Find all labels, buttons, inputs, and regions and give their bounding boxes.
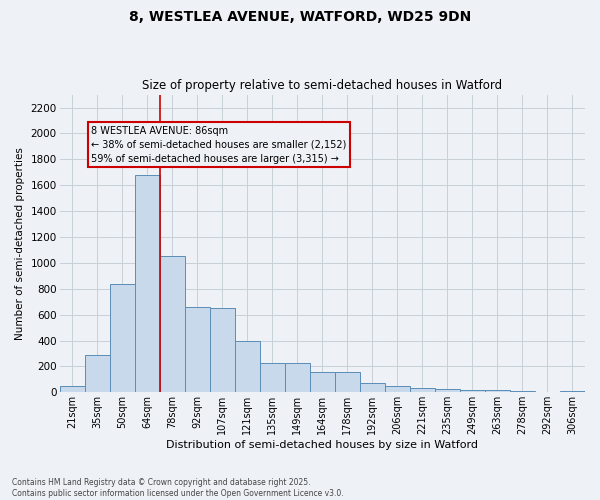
Bar: [235, 340, 260, 392]
Bar: [385, 386, 410, 392]
Bar: [110, 284, 134, 393]
Bar: [435, 389, 460, 392]
X-axis label: Distribution of semi-detached houses by size in Watford: Distribution of semi-detached houses by …: [166, 440, 478, 450]
Bar: [260, 362, 285, 392]
Bar: [85, 355, 110, 393]
Bar: [160, 256, 185, 392]
Bar: [335, 372, 360, 392]
Bar: [510, 391, 535, 392]
Bar: [185, 307, 210, 392]
Bar: [560, 391, 585, 392]
Bar: [134, 175, 160, 392]
Text: 8 WESTLEA AVENUE: 86sqm
← 38% of semi-detached houses are smaller (2,152)
59% of: 8 WESTLEA AVENUE: 86sqm ← 38% of semi-de…: [91, 126, 346, 164]
Bar: [285, 362, 310, 392]
Bar: [310, 372, 335, 392]
Bar: [460, 390, 485, 392]
Text: 8, WESTLEA AVENUE, WATFORD, WD25 9DN: 8, WESTLEA AVENUE, WATFORD, WD25 9DN: [129, 10, 471, 24]
Bar: [360, 382, 385, 392]
Text: Contains HM Land Registry data © Crown copyright and database right 2025.
Contai: Contains HM Land Registry data © Crown c…: [12, 478, 344, 498]
Y-axis label: Number of semi-detached properties: Number of semi-detached properties: [15, 147, 25, 340]
Bar: [59, 386, 85, 392]
Title: Size of property relative to semi-detached houses in Watford: Size of property relative to semi-detach…: [142, 79, 502, 92]
Bar: [485, 390, 510, 392]
Bar: [410, 388, 435, 392]
Bar: [210, 308, 235, 392]
